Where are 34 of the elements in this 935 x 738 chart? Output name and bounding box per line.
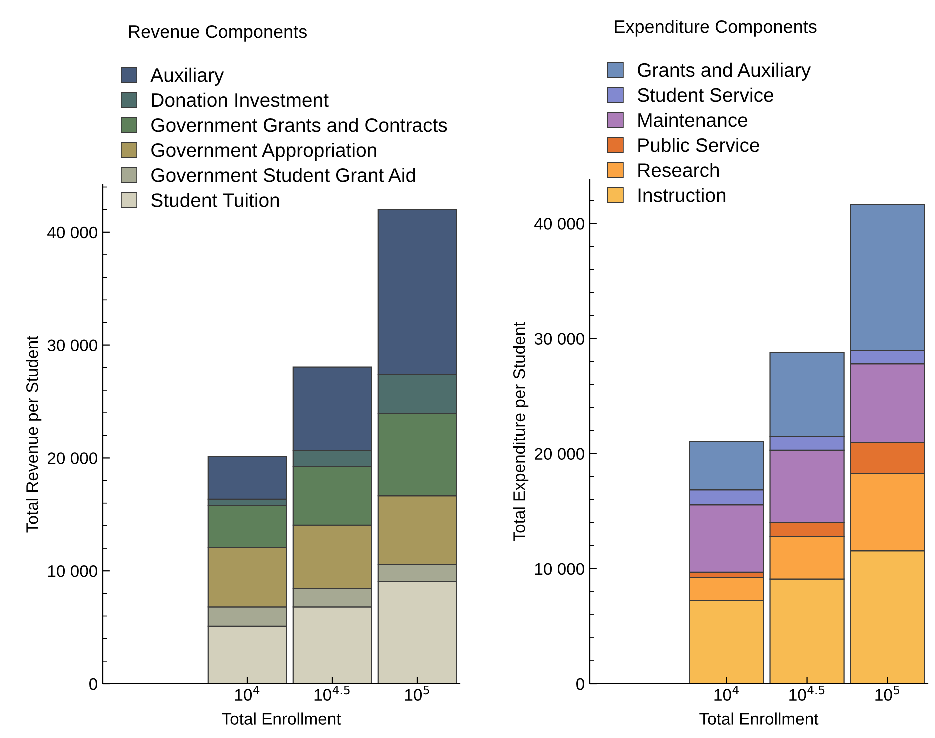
y-tick-label: 0 (90, 678, 98, 690)
x-tick-label: 10$^{4}$ (235, 686, 260, 701)
legend-label: Grants and Auxiliary (638, 62, 812, 82)
x-tick-label: 10$^{4}$ (714, 686, 739, 701)
x-tick-label: 10$^{4.5}$ (790, 686, 825, 701)
legend-label: Government Appropriation (152, 142, 376, 162)
legend-label: Maintenance (638, 112, 748, 128)
chart-title: Expenditure Components (615, 20, 817, 37)
chart-title: Revenue Components (129, 25, 308, 42)
legend-label: Government Grants and Contracts (152, 118, 448, 132)
legend-label: Student Service (638, 88, 774, 102)
x-tick-label: 10$^{4.5}$ (314, 686, 350, 701)
legend-label: Public Service (638, 138, 760, 152)
legend-label: Student Tuition (152, 193, 280, 208)
y-tick-label: 20 000 (535, 448, 584, 460)
y-tick-label: 0 (576, 678, 584, 690)
y-tick-label: 10 000 (48, 566, 98, 578)
y-tick-label: 10 000 (535, 563, 584, 576)
y-axis-title: Total Revenue per Student (26, 336, 42, 533)
x-tick-label: 10$^{5}$ (876, 686, 900, 701)
y-tick-label: 30 000 (48, 340, 98, 352)
x-axis-title: Total Enrollment (700, 712, 819, 725)
y-tick-label: 30 000 (534, 333, 584, 345)
y-tick-label: 20 000 (48, 452, 98, 464)
x-tick-label: 10$^{5}$ (405, 686, 430, 701)
y-tick-label: 40 000 (534, 218, 584, 230)
legend-label: Government Student Grant Aid (152, 168, 416, 182)
legend-label: Auxiliary (150, 68, 224, 86)
y-axis-title: Total Expenditure per Student (513, 322, 529, 542)
legend-label: Donation Investment (152, 92, 329, 108)
y-tick-label: 40 000 (48, 226, 98, 239)
x-axis-title: Total Enrollment (222, 712, 342, 725)
legend-label: Research (638, 163, 720, 178)
legend-label: Instruction (638, 188, 726, 202)
